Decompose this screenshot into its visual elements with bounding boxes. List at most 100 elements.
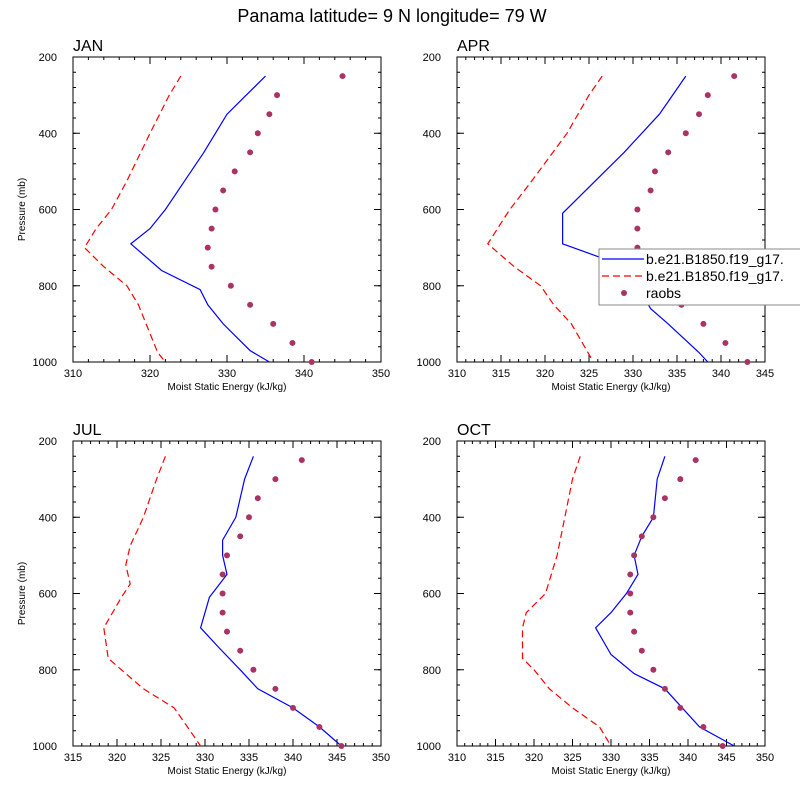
raobs-point (224, 628, 230, 635)
x-tick-label: 315 (486, 752, 504, 764)
raobs-point (719, 743, 726, 749)
model-dashed-line (83, 75, 182, 363)
y-tick-label: 400 (39, 512, 57, 524)
raobs-point (650, 514, 657, 521)
raobs-point (731, 73, 738, 80)
raobs-point (274, 92, 281, 99)
raobs-point (272, 685, 279, 692)
x-tick-label: 325 (580, 368, 598, 380)
x-tick-label: 310 (448, 752, 466, 764)
raobs-point (704, 92, 711, 99)
raobs-point (682, 130, 689, 137)
raobs-point (298, 457, 305, 464)
x-axis-label: Moist Static Energy (kJ/kg) (552, 382, 671, 393)
raobs-point (272, 476, 279, 483)
raobs-point (661, 685, 668, 692)
raobs-point (289, 339, 296, 346)
raobs-point (634, 225, 641, 232)
raobs-point (254, 130, 261, 137)
raobs-point (250, 666, 257, 673)
x-tick-label: 320 (108, 752, 126, 764)
x-tick-label: 335 (240, 752, 258, 764)
y-tick-label: 600 (39, 589, 57, 601)
raobs-point (247, 301, 254, 308)
raobs-point (696, 111, 702, 118)
panel-jan: JAN 310 320 330 340 350 200 400 600 800 1000 Moist … (17, 38, 390, 393)
panel-oct: OCT 310 315 320 325 330 335 340 345 350 200 400 600 8… (417, 422, 775, 777)
x-tick-label: 315 (64, 752, 82, 764)
y-tick-label: 200 (423, 52, 441, 64)
x-tick-label: 345 (756, 368, 774, 380)
y-tick-label: 800 (423, 281, 441, 293)
raobs-point (219, 571, 226, 578)
raobs-point (700, 320, 707, 327)
x-tick-label: 350 (372, 368, 390, 380)
legend-frame (598, 248, 800, 306)
model-dashed-line (487, 75, 603, 363)
model-solid-line (129, 75, 270, 363)
y-tick-label: 800 (423, 665, 441, 677)
raobs-point (237, 647, 244, 654)
raobs-point (204, 244, 211, 251)
raobs-point (647, 187, 654, 194)
model-dashed-line (521, 456, 612, 747)
raobs-point (339, 73, 346, 80)
legend-marker (621, 290, 627, 296)
raobs-point (208, 263, 215, 270)
x-tick-label: 325 (563, 752, 581, 764)
x-tick-label: 335 (640, 752, 658, 764)
raobs-point (677, 704, 684, 711)
raobs-point (744, 359, 751, 365)
x-tick-label: 330 (218, 368, 236, 380)
x-tick-label: 345 (717, 752, 735, 764)
legend-label: b.e21.B1850.f19_g17. (646, 268, 784, 284)
x-tick-label: 320 (525, 752, 543, 764)
y-tick-label: 400 (423, 128, 441, 140)
raobs-point (638, 533, 645, 540)
x-axis-label: Moist Static Energy (kJ/kg) (552, 766, 671, 777)
x-tick-label: 340 (284, 752, 302, 764)
raobs-point (631, 552, 638, 559)
raobs-point (266, 111, 273, 118)
raobs-point (627, 571, 634, 578)
raobs-point (219, 590, 226, 597)
x-tick-label: 320 (141, 368, 159, 380)
y-tick-label: 400 (39, 128, 57, 140)
raobs-point (650, 666, 657, 673)
x-axis-label: Moist Static Energy (kJ/kg) (168, 766, 287, 777)
y-tick-label: 200 (39, 52, 57, 64)
x-tick-label: 310 (64, 368, 82, 380)
raobs-point (677, 476, 684, 483)
x-axis-label: Moist Static Energy (kJ/kg) (168, 382, 287, 393)
panel-title: OCT (457, 422, 491, 439)
model-solid-line (594, 456, 735, 747)
x-tick-label: 340 (679, 752, 697, 764)
raobs-point (231, 168, 238, 175)
y-axis-label: Pressure (mb) (17, 562, 28, 625)
raobs-point (627, 590, 634, 597)
y-tick-label: 400 (423, 512, 441, 524)
y-tick-label: 1000 (417, 357, 441, 369)
raobs-point (212, 206, 219, 213)
raobs-point (665, 149, 672, 156)
raobs-point (661, 495, 668, 502)
model-solid-line (561, 75, 709, 363)
raobs-point (700, 723, 707, 730)
x-tick-label: 330 (624, 368, 642, 380)
raobs-point (220, 187, 227, 194)
raobs-point (224, 552, 230, 559)
legend-label: raobs (646, 285, 681, 301)
raobs-point (246, 514, 252, 521)
x-tick-label: 340 (295, 368, 313, 380)
raobs-point (308, 359, 315, 365)
plot-frame (456, 56, 766, 363)
x-tick-label: 320 (536, 368, 554, 380)
panel-title: JAN (73, 38, 103, 55)
plot-frame (456, 440, 766, 747)
raobs-point (270, 320, 277, 327)
x-tick-label: 315 (492, 368, 510, 380)
raobs-point (652, 168, 658, 175)
panel-jul: JUL 315 320 325 330 335 340 345 350 200 400 600 800 1… (17, 422, 390, 777)
y-tick-label: 1000 (33, 357, 57, 369)
